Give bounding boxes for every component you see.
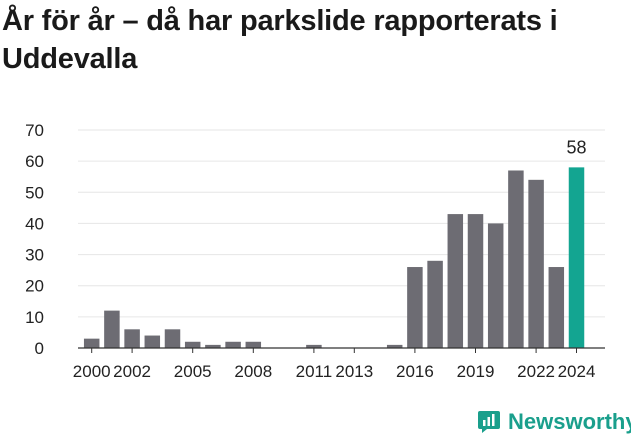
bars — [83, 167, 585, 348]
data-labels: 58 — [566, 137, 586, 157]
bar-2000 — [83, 338, 100, 348]
bar-2022 — [528, 179, 544, 348]
newsworthy-brand: Newsworthy — [476, 405, 631, 439]
bar-2019 — [467, 214, 484, 348]
x-axis: 2000 2002 2005 2008 2011 2013 2016 2019 2022 2024 — [73, 347, 605, 381]
bar-2016 — [407, 267, 423, 348]
y-tick-label: 70 — [25, 121, 44, 140]
y-tick-label: 60 — [25, 152, 44, 171]
x-tick-label: 2019 — [457, 362, 495, 381]
y-tick-label: 20 — [25, 277, 44, 296]
bar-2023 — [548, 267, 565, 348]
bar-2001 — [104, 310, 120, 348]
chart-title: År för år – då har parkslide rapporterat… — [2, 5, 558, 75]
bar-2005 — [184, 341, 201, 348]
y-tick-label: 30 — [25, 246, 44, 265]
data-label-2024: 58 — [566, 137, 586, 157]
x-tick-label: 2005 — [174, 362, 212, 381]
bar-2021 — [508, 170, 524, 348]
x-tick-label: 2024 — [558, 362, 596, 381]
y-tick-label: 50 — [25, 183, 44, 202]
bar-2008 — [245, 341, 262, 348]
bar-2007 — [225, 341, 241, 348]
x-tick-label: 2000 — [73, 362, 111, 381]
bar-2011 — [306, 344, 322, 348]
y-tick-label: 0 — [35, 339, 44, 358]
newsworthy-logo-icon — [478, 411, 500, 433]
y-axis-tick-labels: 0 10 20 30 40 50 60 70 — [25, 121, 44, 358]
x-tick-label: 2002 — [113, 362, 151, 381]
gridlines — [78, 129, 605, 318]
bar-2018 — [447, 214, 464, 348]
bar-2017 — [427, 260, 443, 348]
brand-name: Newsworthy — [508, 409, 631, 434]
x-tick-label: 2022 — [517, 362, 555, 381]
bar-2024 — [568, 167, 585, 348]
x-tick-label: 2008 — [234, 362, 272, 381]
x-tick-label: 2016 — [396, 362, 434, 381]
x-tick-label: 2013 — [335, 362, 373, 381]
bar-2020 — [487, 223, 504, 348]
bar-2015 — [386, 344, 403, 348]
y-tick-label: 10 — [25, 308, 44, 327]
y-tick-label: 40 — [25, 214, 44, 233]
bar-2002 — [124, 329, 140, 348]
x-tick-label: 2011 — [296, 362, 333, 381]
bar-2003 — [144, 335, 161, 348]
bar-2006 — [205, 344, 221, 348]
bar-2004 — [164, 329, 181, 348]
